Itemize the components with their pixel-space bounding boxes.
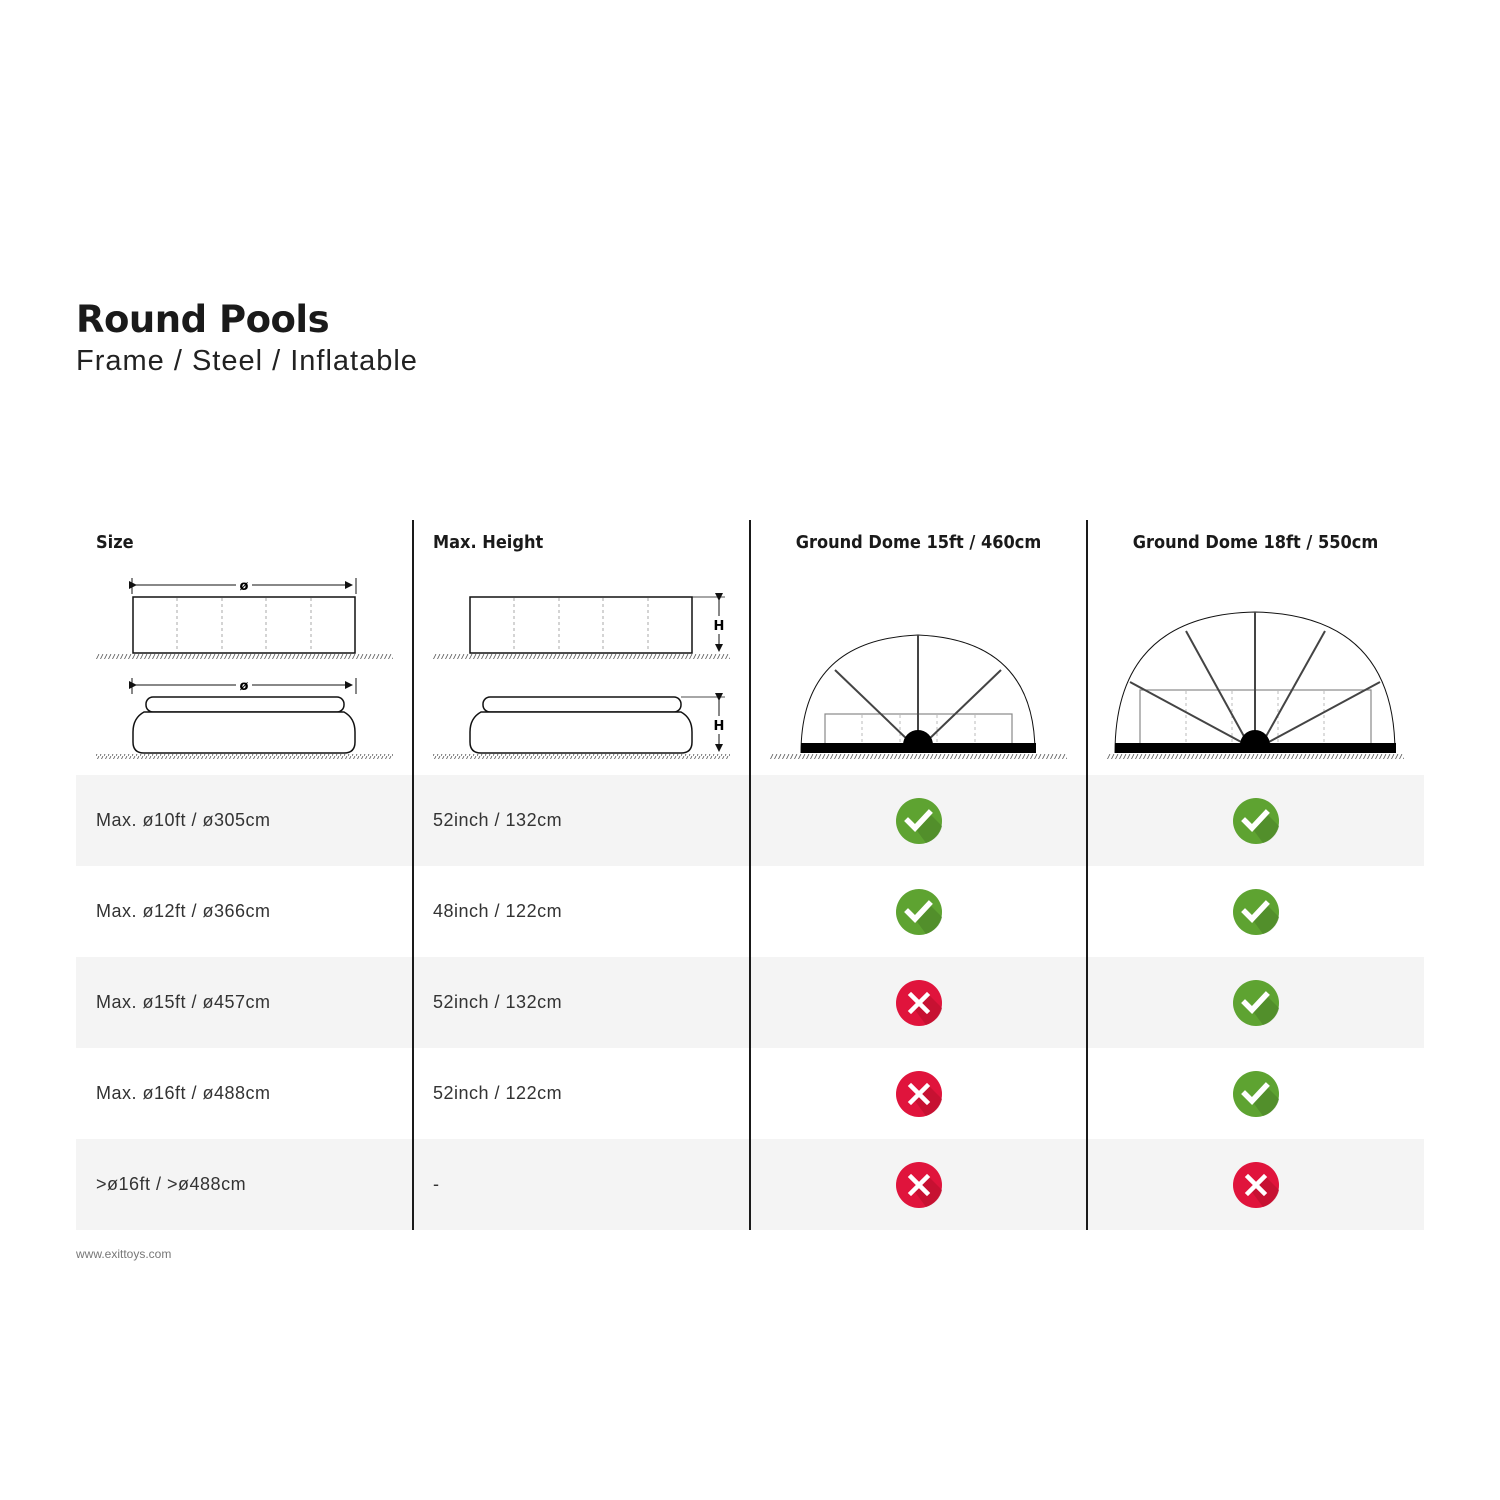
column-header-dome-15: Ground Dome 15ft / 460cm: [795, 532, 1042, 553]
dome-18-cell: [1087, 957, 1424, 1048]
size-cell: >ø16ft / >ø488cm: [96, 1174, 247, 1194]
svg-text:ø: ø: [240, 679, 249, 694]
column-header-dome-18: Ground Dome 18ft / 550cm: [1132, 532, 1379, 553]
svg-text:H: H: [714, 619, 725, 634]
height-diagram: H H: [433, 593, 730, 759]
svg-text:H: H: [714, 719, 725, 734]
table-row: Max. ø12ft / ø366cm 48inch / 122cm: [76, 866, 1424, 957]
cross-icon: [895, 1070, 942, 1117]
max-height-cell: 48inch / 122cm: [433, 901, 563, 921]
dome-18-cell: [1087, 866, 1424, 957]
dome-15-cell: [750, 1048, 1087, 1139]
check-icon: [1232, 797, 1279, 844]
dome-15-cell: [750, 775, 1087, 866]
check-icon: [1232, 1070, 1279, 1117]
check-icon: [895, 888, 942, 935]
table-row: Max. ø16ft / ø488cm 52inch / 122cm: [76, 1048, 1424, 1139]
svg-text:ø: ø: [240, 579, 249, 594]
dome-15-cell: [750, 1139, 1087, 1230]
dome-18-cell: [1087, 775, 1424, 866]
dome-18-cell: [1087, 1139, 1424, 1230]
cross-icon: [895, 979, 942, 1026]
max-height-cell: 52inch / 132cm: [433, 992, 563, 1012]
diameter-diagram: ø ø: [96, 577, 393, 759]
size-cell: Max. ø12ft / ø366cm: [96, 901, 271, 921]
dome-18-cell: [1087, 1048, 1424, 1139]
dome-15-cell: [750, 957, 1087, 1048]
cross-icon: [895, 1161, 942, 1208]
dome-15-diagram: [770, 634, 1067, 759]
check-icon: [1232, 888, 1279, 935]
max-height-cell: 52inch / 122cm: [433, 1083, 563, 1103]
page-subtitle: Frame / Steel / Inflatable: [76, 345, 418, 377]
max-height-cell: 52inch / 132cm: [433, 810, 563, 830]
column-divider: [412, 520, 414, 1230]
size-cell: Max. ø16ft / ø488cm: [96, 1083, 271, 1103]
max-height-cell: -: [433, 1174, 440, 1194]
dome-15-cell: [750, 866, 1087, 957]
column-header-max-height: Max. Height: [433, 532, 544, 553]
check-icon: [895, 797, 942, 844]
website-footer: www.exittoys.com: [76, 1247, 172, 1261]
column-header-size: Size: [96, 532, 134, 553]
size-cell: Max. ø15ft / ø457cm: [96, 992, 271, 1012]
cross-icon: [1232, 1161, 1279, 1208]
page-title: Round Pools: [76, 298, 330, 341]
size-cell: Max. ø10ft / ø305cm: [96, 810, 271, 830]
column-divider: [749, 520, 751, 1230]
column-divider: [1086, 520, 1088, 1230]
check-icon: [1232, 979, 1279, 1026]
compatibility-table: Max. ø10ft / ø305cm 52inch / 132cm Max. …: [76, 520, 1424, 1230]
dome-18-diagram: [1107, 611, 1404, 759]
